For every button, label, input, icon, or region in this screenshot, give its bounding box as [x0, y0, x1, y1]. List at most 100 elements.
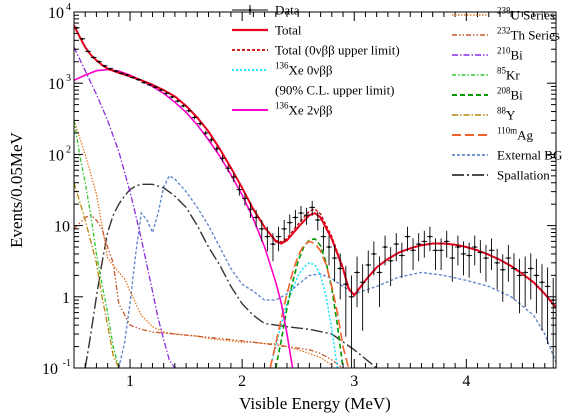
- data-point: [404, 226, 411, 252]
- legend-entry-ext: External BG: [452, 148, 562, 163]
- legend-entry-u238: 238U Series: [452, 6, 555, 23]
- legend-entry-bi210: 210Bi: [452, 46, 523, 63]
- data-point: [90, 56, 97, 59]
- data-point: [438, 238, 444, 271]
- legend-label: 210Bi: [497, 46, 523, 63]
- series-xe0v-line: [269, 262, 339, 368]
- legend-entry-ag110m: 110mAg: [452, 126, 534, 143]
- data-point: [315, 212, 321, 231]
- data-point: [415, 233, 422, 262]
- data-point: [186, 109, 192, 113]
- legend-label: Data: [275, 3, 300, 18]
- y-tick-exponent: 4: [66, 2, 71, 13]
- data-point: [309, 200, 315, 216]
- legend-label: 110mAg: [497, 126, 534, 143]
- data-point: [141, 81, 147, 84]
- legend-label: Total: [275, 23, 302, 38]
- data-point: [113, 69, 119, 73]
- data-point: [539, 264, 545, 331]
- data-point: [298, 205, 304, 223]
- data-point: [365, 250, 372, 294]
- data-point: [387, 247, 394, 287]
- data-point: [158, 88, 164, 92]
- data-point: [522, 256, 528, 308]
- series-spall-line: [84, 183, 378, 368]
- curves-group: [74, 24, 556, 368]
- data-point: [421, 230, 428, 258]
- data-point: [371, 241, 377, 276]
- legend-label: Total (0νββ upper limit): [275, 43, 400, 58]
- data-point: [376, 256, 383, 308]
- data-point: [281, 219, 287, 242]
- series-total-line: [74, 24, 556, 309]
- x-tick-label: 3: [350, 373, 358, 390]
- y-tick-exponent: 3: [66, 73, 71, 84]
- data-point: [393, 233, 400, 262]
- x-tick-label: 4: [462, 373, 470, 390]
- x-axis-label: Visible Energy (MeV): [239, 394, 391, 413]
- y-tick-label: 10: [48, 147, 64, 164]
- legend-label: Spallation: [497, 168, 550, 183]
- data-point: [471, 235, 478, 266]
- data-point: [455, 235, 461, 266]
- data-point: [343, 265, 349, 337]
- legend-entry-y88: 88Y: [452, 106, 516, 123]
- data-point: [427, 226, 433, 252]
- legend-entry-total: Total: [232, 23, 302, 38]
- data-point: [331, 244, 338, 282]
- legend-group: Data Total Total (0νββ upper limit) 136Xe 0…: [232, 3, 562, 183]
- data-point: [511, 253, 517, 300]
- data-point: [410, 238, 416, 271]
- data-point: [202, 130, 209, 136]
- series-kr85-line: [74, 120, 120, 368]
- data-point: [264, 226, 271, 252]
- series-ext-line: [118, 174, 556, 368]
- legend-entry-xe0v: 136Xe 0νββ: [232, 61, 333, 78]
- data-point: [191, 115, 198, 120]
- data-point: [326, 235, 332, 266]
- x-tick-label: 2: [238, 373, 246, 390]
- data-point: [85, 50, 91, 53]
- legend-label: 88Y: [497, 106, 516, 123]
- data-point: [96, 60, 103, 63]
- y-tick-label: 10: [42, 361, 58, 378]
- data-point: [230, 172, 237, 182]
- data-point: [488, 238, 495, 271]
- legend-label: (90% C.L. upper limit): [275, 83, 395, 98]
- data-point: [102, 64, 108, 67]
- legend-label: 238U Series: [497, 6, 555, 23]
- data-point: [130, 76, 136, 79]
- data-points-group: [74, 26, 556, 368]
- data-point: [337, 253, 344, 300]
- data-point: [320, 226, 327, 252]
- x-tick-label: 1: [126, 373, 134, 390]
- data-point: [152, 86, 159, 89]
- legend-label: 232Th Series: [497, 26, 560, 43]
- data-point: [169, 95, 175, 99]
- data-point: [270, 233, 276, 262]
- legend-label: 136Xe 2νββ: [275, 101, 333, 118]
- y-tick-label: 10: [48, 5, 64, 22]
- data-point: [180, 104, 187, 108]
- legend-entry-data: Data: [232, 3, 300, 18]
- data-point: [303, 207, 310, 225]
- data-point: [550, 277, 556, 368]
- legend-entry-total_ul: Total (0νββ upper limit): [232, 43, 400, 58]
- data-point: [399, 242, 405, 278]
- data-point: [527, 253, 534, 300]
- y-axis-label: Events/0.05MeV: [7, 131, 26, 247]
- data-point: [443, 230, 450, 258]
- data-point: [247, 202, 254, 218]
- series-bi210-line: [74, 46, 176, 368]
- data-point: [163, 92, 170, 95]
- data-point: [292, 209, 299, 228]
- data-point: [197, 121, 203, 126]
- legend-entry-spall: Spallation: [452, 168, 550, 183]
- data-point: [253, 209, 259, 228]
- legend-entry-note: (90% C.L. upper limit): [275, 83, 395, 98]
- data-point: [499, 254, 506, 302]
- plot-frame: [73, 11, 557, 369]
- data-point: [135, 78, 142, 81]
- y-tick-label: 10: [48, 76, 64, 93]
